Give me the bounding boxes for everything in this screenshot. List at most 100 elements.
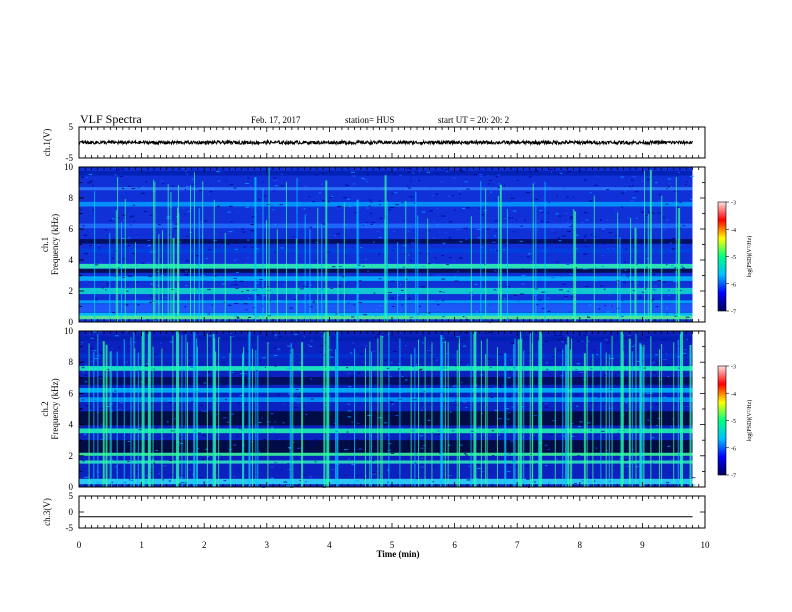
noise-speck <box>343 281 347 283</box>
noise-speck <box>236 294 239 296</box>
noise-speck <box>624 269 627 271</box>
noise-speck <box>183 227 185 229</box>
noise-speck <box>678 454 680 456</box>
noise-speck <box>321 345 324 347</box>
noise-speck <box>664 267 668 269</box>
noise-speck <box>357 396 359 398</box>
noise-speck <box>620 316 624 318</box>
noise-speck <box>199 189 203 191</box>
noise-speck <box>289 350 292 352</box>
noise-speck <box>243 303 248 305</box>
noise-speck <box>686 181 688 183</box>
noise-speck <box>541 291 545 293</box>
noise-speck <box>404 345 407 347</box>
noise-speck <box>301 474 305 476</box>
noise-speck <box>194 430 197 432</box>
noise-speck <box>427 333 430 335</box>
noise-speck <box>188 357 192 359</box>
noise-speck <box>641 180 644 182</box>
noise-speck <box>573 426 576 428</box>
noise-speck <box>196 287 199 289</box>
noise-speck <box>258 448 261 450</box>
noise-speck <box>357 422 360 424</box>
noise-speck <box>374 337 377 339</box>
noise-speck <box>390 297 394 299</box>
noise-speck <box>632 290 636 292</box>
noise-speck <box>586 484 590 486</box>
noise-speck <box>431 195 434 197</box>
noise-speck <box>630 280 633 282</box>
noise-speck <box>261 287 264 289</box>
noise-speck <box>119 175 124 177</box>
noise-speck <box>615 235 617 237</box>
noise-speck <box>670 202 672 204</box>
x-tick-label: 6 <box>452 540 457 550</box>
noise-speck <box>445 459 449 461</box>
y-tick-label: 2 <box>69 286 74 296</box>
noise-speck <box>161 479 164 481</box>
noise-speck <box>342 483 344 485</box>
noise-speck <box>668 182 671 184</box>
y-tick-label: -5 <box>66 153 74 163</box>
noise-speck <box>285 485 290 487</box>
noise-speck <box>488 183 491 185</box>
noise-speck <box>535 353 538 355</box>
noise-speck <box>351 464 355 466</box>
noise-speck <box>514 466 518 468</box>
noise-speck <box>351 175 356 177</box>
noise-speck <box>445 352 450 354</box>
noise-speck <box>587 383 589 385</box>
noise-speck <box>303 185 308 187</box>
noise-speck <box>429 404 432 406</box>
noise-speck <box>262 357 266 359</box>
noise-speck <box>241 228 244 230</box>
noise-speck <box>436 207 439 209</box>
noise-speck <box>101 408 104 410</box>
noise-speck <box>233 260 236 262</box>
noise-speck <box>98 351 103 353</box>
noise-speck <box>420 266 423 268</box>
noise-speck <box>318 192 322 194</box>
noise-speck <box>216 307 221 309</box>
noise-speck <box>478 445 481 447</box>
noise-speck <box>543 398 546 400</box>
noise-speck <box>431 440 435 442</box>
noise-speck <box>200 405 204 407</box>
noise-speck <box>424 270 427 272</box>
noise-speck <box>614 437 617 439</box>
noise-speck <box>186 173 189 175</box>
noise-speck <box>482 451 484 453</box>
noise-speck <box>251 216 255 218</box>
noise-speck <box>471 320 474 322</box>
noise-speck <box>264 240 267 242</box>
noise-speck <box>621 192 624 194</box>
noise-speck <box>239 427 241 429</box>
noise-speck <box>441 215 446 217</box>
noise-speck <box>646 393 649 395</box>
noise-speck <box>274 185 278 187</box>
noise-speck <box>264 195 267 197</box>
noise-speck <box>621 300 624 302</box>
noise-speck <box>303 449 306 451</box>
x-tick-label: 0 <box>77 540 82 550</box>
noise-speck <box>462 207 466 209</box>
noise-speck <box>509 370 511 372</box>
noise-speck <box>513 295 517 297</box>
noise-speck <box>366 207 369 209</box>
noise-speck <box>138 187 140 189</box>
noise-speck <box>309 478 314 480</box>
noise-speck <box>174 223 179 225</box>
noise-speck <box>612 292 616 294</box>
noise-speck <box>480 214 484 216</box>
noise-speck <box>595 280 597 282</box>
noise-speck <box>645 336 650 338</box>
noise-speck <box>95 298 97 300</box>
noise-speck <box>645 455 650 457</box>
noise-speck <box>596 353 598 355</box>
noise-speck <box>550 230 554 232</box>
noise-speck <box>166 421 169 423</box>
noise-speck <box>307 344 310 346</box>
noise-speck <box>582 457 585 459</box>
noise-speck <box>570 216 574 218</box>
noise-speck <box>262 181 266 183</box>
